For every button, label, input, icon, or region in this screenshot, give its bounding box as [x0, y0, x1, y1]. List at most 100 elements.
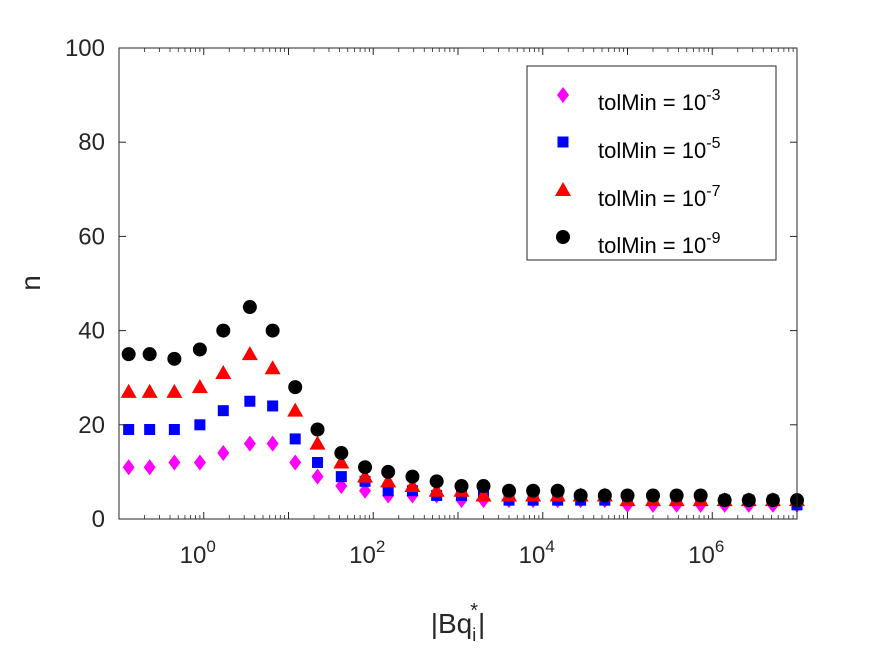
- legend-marker-3: [556, 230, 570, 244]
- point-s2-9: [333, 454, 350, 469]
- data-marks: [120, 300, 805, 513]
- point-s3-27: [765, 493, 780, 508]
- legend-marker-0: [557, 87, 569, 103]
- point-s3-25: [717, 493, 732, 508]
- point-s1-3: [194, 419, 206, 431]
- x-tick-label-2-exp: 4: [545, 537, 554, 556]
- point-s2-10: [357, 468, 374, 483]
- point-s2-3: [191, 379, 208, 394]
- x-tick-label-0-base: 10: [180, 542, 207, 569]
- point-s0-7: [289, 454, 302, 471]
- x-tick-label-3: 106: [688, 537, 724, 569]
- point-s2-11: [380, 473, 397, 488]
- point-s2-2: [166, 383, 183, 398]
- point-s1-11: [382, 485, 394, 497]
- y-tick-label-5: 100: [65, 35, 105, 62]
- x-tick-label-3-exp: 6: [715, 537, 724, 556]
- point-s1-1: [144, 424, 156, 436]
- legend-entry-3: tolMin = 10-9: [598, 230, 721, 258]
- x-tick-label-3-base: 10: [688, 542, 715, 569]
- point-s1-4: [217, 405, 229, 417]
- point-s3-19: [573, 488, 588, 503]
- legend-marker-2: [555, 182, 571, 196]
- point-s3-20: [597, 488, 612, 503]
- point-s3-17: [526, 483, 541, 498]
- point-s3-13: [429, 474, 444, 489]
- point-s3-23: [669, 488, 684, 503]
- point-s1-0: [123, 424, 135, 436]
- point-s3-0: [121, 347, 136, 362]
- point-s3-22: [646, 488, 661, 503]
- point-s1-2: [168, 424, 180, 436]
- point-s0-8: [311, 468, 324, 485]
- y-tick-label-2: 40: [78, 318, 105, 345]
- x-axis-label-sub: i: [472, 625, 476, 645]
- point-s0-5: [243, 435, 256, 452]
- point-s3-24: [693, 488, 708, 503]
- axes: [118, 47, 798, 520]
- point-s0-6: [266, 435, 279, 452]
- point-s3-1: [142, 347, 157, 362]
- point-s2-8: [309, 435, 326, 450]
- point-s3-15: [476, 479, 491, 494]
- point-s0-2: [168, 454, 181, 471]
- x-axis-label-sup: *: [470, 600, 478, 622]
- point-s3-21: [620, 488, 635, 503]
- y-tick-label-4: 80: [78, 129, 105, 156]
- point-s0-0: [122, 459, 135, 476]
- x-tick-label-0-exp: 0: [206, 537, 215, 556]
- point-s2-1: [141, 383, 158, 398]
- x-tick-label-0: 100: [180, 537, 216, 569]
- x-tick-label-2-base: 10: [519, 542, 546, 569]
- y-tick-labels: 0 20 40 60 80 100: [65, 35, 105, 533]
- legend-entry-1: tolMin = 10-5: [598, 135, 721, 163]
- x-axis-label: |Bqi *|: [431, 600, 486, 645]
- legend: tolMin = 10-3 tolMin = 10-5 tolMin = 10-…: [526, 65, 777, 261]
- point-s1-7: [289, 433, 301, 445]
- y-tick-label-0: 0: [92, 506, 105, 533]
- point-s3-26: [741, 493, 756, 508]
- x-tick-label-1-exp: 2: [376, 537, 385, 556]
- point-s3-9: [334, 446, 349, 461]
- point-s2-5: [241, 346, 258, 361]
- point-s3-12: [405, 469, 420, 484]
- point-s2-13: [428, 482, 445, 497]
- legend-markers: [555, 87, 571, 244]
- point-s1-5: [244, 395, 256, 407]
- point-s1-9: [335, 471, 347, 483]
- x-tick-labels: 100 102 104 106: [180, 537, 725, 569]
- point-s3-16: [502, 483, 517, 498]
- y-tick-label-3: 60: [78, 223, 105, 250]
- x-axis-label-base: |Bq: [431, 608, 473, 639]
- y-axis-label: n: [15, 275, 46, 291]
- point-s3-7: [288, 380, 303, 395]
- x-tick-label-1: 102: [349, 537, 385, 569]
- point-s2-6: [264, 360, 281, 375]
- x-tick-label-1-base: 10: [349, 542, 376, 569]
- legend-entry-0: tolMin = 10-3: [598, 87, 721, 115]
- point-s2-15: [475, 487, 492, 502]
- x-tick-label-2: 104: [519, 537, 555, 569]
- point-s3-5: [242, 300, 257, 315]
- point-s3-6: [265, 323, 280, 338]
- point-s3-4: [216, 323, 231, 338]
- point-s2-4: [215, 364, 232, 379]
- point-s3-18: [550, 483, 565, 498]
- point-s0-3: [193, 454, 206, 471]
- legend-box: [526, 65, 777, 261]
- y-tick-label-1: 20: [78, 412, 105, 439]
- legend-marker-1: [557, 136, 569, 148]
- point-s0-4: [217, 445, 230, 462]
- point-s1-6: [267, 400, 279, 412]
- point-s2-0: [120, 383, 137, 398]
- point-s2-12: [404, 478, 421, 493]
- point-s3-2: [167, 351, 182, 366]
- point-s3-3: [192, 342, 207, 357]
- x-axis-label-end: |: [478, 608, 485, 639]
- legend-entry-2: tolMin = 10-7: [598, 183, 721, 211]
- point-s3-10: [358, 460, 373, 475]
- point-s3-11: [381, 464, 396, 479]
- point-s3-14: [454, 479, 469, 494]
- point-s0-1: [143, 459, 156, 476]
